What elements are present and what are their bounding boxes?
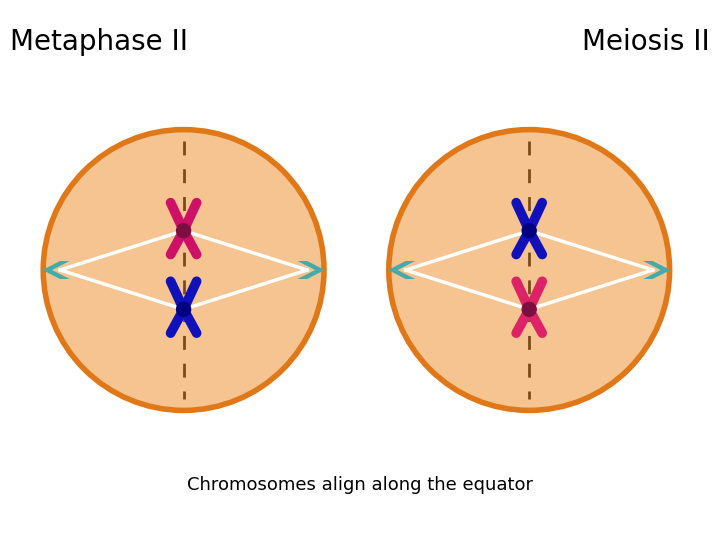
Text: Metaphase II: Metaphase II bbox=[10, 28, 188, 56]
Circle shape bbox=[176, 302, 191, 316]
Circle shape bbox=[522, 302, 536, 316]
Circle shape bbox=[389, 130, 670, 410]
Circle shape bbox=[522, 224, 536, 238]
Text: Chromosomes align along the equator: Chromosomes align along the equator bbox=[187, 476, 533, 494]
Polygon shape bbox=[297, 261, 325, 279]
Polygon shape bbox=[42, 261, 70, 279]
Text: Meiosis II: Meiosis II bbox=[582, 28, 710, 56]
Circle shape bbox=[43, 130, 324, 410]
Polygon shape bbox=[388, 261, 415, 279]
Circle shape bbox=[176, 224, 191, 238]
Polygon shape bbox=[643, 261, 670, 279]
